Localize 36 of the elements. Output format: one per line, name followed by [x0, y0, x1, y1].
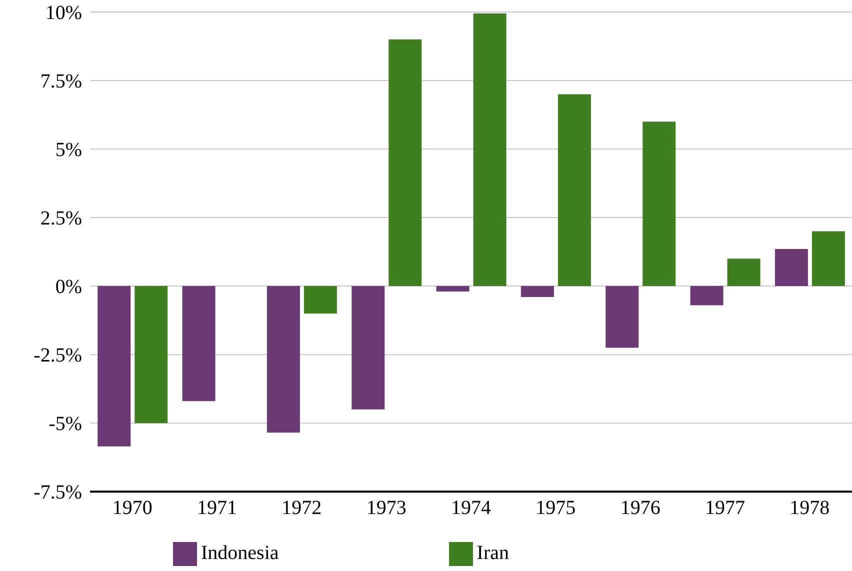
y-tick-label: -7.5%	[34, 482, 82, 504]
y-tick-label: 2.5%	[40, 208, 82, 230]
bar	[727, 258, 760, 286]
y-tick-label: 10%	[45, 2, 82, 24]
x-tick-label: 1976	[620, 496, 660, 519]
y-tick-label: -2.5%	[34, 344, 82, 367]
x-tick-label: 1975	[536, 496, 576, 519]
y-tick-label: 7.5%	[40, 70, 82, 93]
bar	[690, 286, 724, 306]
legend-label: Indonesia	[201, 542, 279, 564]
x-tick-label: 1971	[197, 496, 237, 519]
y-tick-label: 0%	[55, 276, 82, 298]
x-tick-label: 1974	[451, 496, 491, 519]
bar	[558, 94, 591, 286]
x-tick-label: 1970	[112, 496, 152, 519]
bar	[774, 249, 808, 286]
bar	[642, 122, 676, 286]
x-tick-label: 1978	[790, 496, 830, 519]
x-tick-label: 1973	[366, 496, 406, 519]
bar	[436, 286, 470, 292]
x-tick-label: 1977	[705, 496, 745, 519]
bar	[473, 13, 506, 286]
bar	[304, 286, 337, 314]
y-tick-label: -5%	[48, 413, 82, 436]
bar	[182, 286, 216, 402]
bar	[352, 286, 385, 410]
bar	[520, 286, 554, 298]
bar	[266, 286, 300, 433]
bar	[98, 286, 131, 446]
legend-label: Iran	[476, 542, 509, 564]
y-tick-label: 5%	[55, 139, 82, 162]
bar	[134, 286, 168, 424]
bar	[606, 286, 639, 348]
bar	[388, 39, 422, 286]
bar	[812, 231, 845, 286]
x-tick-label: 1972	[282, 496, 322, 519]
